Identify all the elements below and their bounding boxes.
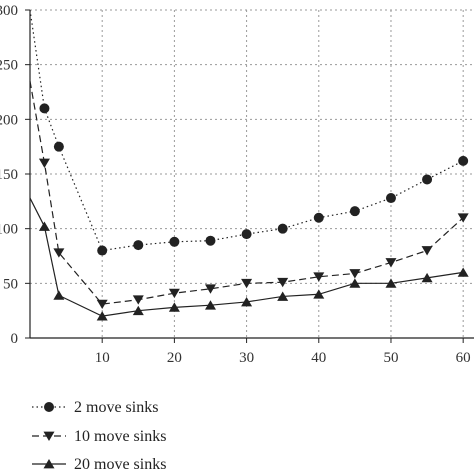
legend-item: 10 move sinks: [32, 428, 166, 445]
data-point: [349, 269, 361, 279]
data-point: [277, 223, 288, 234]
axes: [25, 9, 474, 343]
data-point: [313, 289, 325, 299]
data-point: [168, 288, 180, 299]
data-point: [457, 267, 469, 277]
y-tick-label: 0: [11, 331, 19, 347]
data-point: [53, 141, 64, 152]
data-point: [241, 278, 253, 289]
data-point: [422, 174, 433, 185]
data-point: [132, 295, 144, 305]
data-point: [133, 240, 144, 251]
legend-item: 20 move sinks: [32, 456, 166, 473]
data-point: [421, 272, 433, 283]
legend-label: 20 move sinks: [74, 456, 166, 473]
legend-marker: [43, 431, 55, 441]
legend-marker: [43, 459, 55, 469]
grid-lines: [30, 9, 474, 338]
data-point: [204, 284, 216, 294]
data-point: [349, 278, 361, 288]
data-point: [241, 229, 252, 240]
x-tick-label: 10: [95, 350, 110, 366]
data-series: [29, 9, 469, 321]
data-point: [132, 305, 144, 316]
tick-labels: 0 50 100 150 200 250 300 10 20 30 40 50 60: [0, 3, 471, 366]
data-point: [169, 236, 180, 247]
legend-label: 10 move sinks: [74, 428, 166, 445]
y-tick-label: 250: [0, 58, 18, 74]
y-tick-label: 100: [0, 222, 18, 238]
y-tick-label: 50: [3, 276, 18, 292]
data-point: [313, 212, 324, 223]
x-tick-label: 60: [456, 350, 471, 366]
data-point: [241, 296, 253, 307]
data-point: [421, 246, 433, 256]
y-tick-label: 150: [0, 167, 18, 183]
legend-item: 2 move sinks: [32, 399, 158, 416]
x-tick-label: 20: [167, 350, 182, 366]
legend-marker: [44, 402, 54, 412]
data-point: [53, 248, 65, 258]
data-point: [205, 235, 216, 246]
y-tick-label: 200: [0, 112, 18, 128]
data-point: [53, 290, 65, 300]
data-point: [313, 272, 325, 282]
series-2: [29, 80, 469, 310]
y-tick-label: 300: [0, 3, 18, 19]
legend: 2 move sinks 10 move sinks 20 move sinks: [32, 399, 166, 473]
data-point: [168, 302, 180, 312]
data-point: [385, 193, 396, 204]
data-point: [457, 213, 469, 223]
data-point: [96, 311, 108, 321]
x-tick-label: 40: [311, 350, 326, 366]
data-point: [38, 158, 50, 169]
data-point: [96, 299, 108, 310]
series-line: [29, 9, 464, 252]
series-line: [29, 197, 464, 317]
data-point: [385, 278, 397, 288]
data-point: [277, 291, 289, 301]
x-tick-label: 30: [239, 350, 254, 366]
data-point: [204, 300, 216, 310]
data-point: [39, 103, 50, 114]
data-point: [277, 277, 289, 288]
data-point: [458, 155, 469, 166]
data-point: [349, 206, 360, 217]
data-point: [385, 258, 397, 268]
data-point: [97, 245, 108, 256]
series-3: [29, 197, 469, 321]
legend-label: 2 move sinks: [74, 399, 158, 416]
data-point: [38, 221, 50, 231]
x-tick-label: 50: [383, 350, 398, 366]
series-line: [29, 80, 464, 305]
series-1: [29, 9, 469, 256]
